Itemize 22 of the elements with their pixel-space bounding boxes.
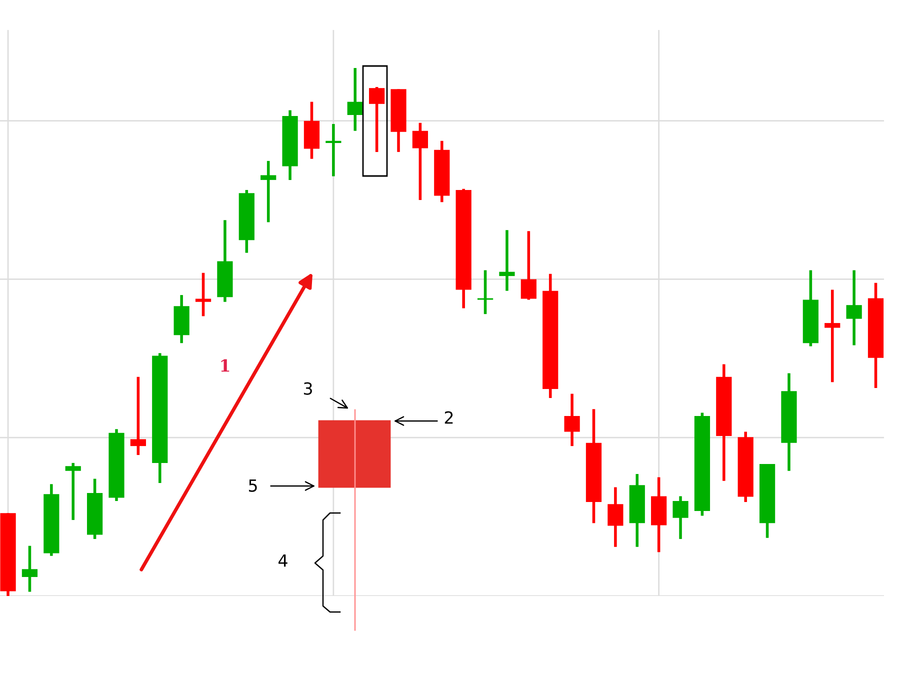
candlestick — [347, 66, 363, 132]
candlestick — [326, 122, 342, 178]
candlestick — [846, 268, 862, 347]
candlestick — [672, 494, 688, 540]
candlestick — [477, 268, 494, 316]
candlestick — [195, 271, 212, 318]
candlestick — [130, 375, 146, 456]
annotation: 4 — [278, 554, 288, 567]
annotation: 3 — [304, 382, 312, 395]
candlestick — [608, 486, 624, 548]
candlestick — [499, 228, 515, 292]
annotation: 1 — [221, 359, 230, 372]
candlestick — [369, 86, 385, 154]
annotation: 5 — [248, 479, 257, 492]
candlestick — [564, 392, 580, 448]
candlestick — [412, 122, 428, 202]
candlestick — [824, 288, 840, 384]
candlestick — [520, 230, 536, 302]
annotation: 2 — [444, 411, 453, 424]
candlestick — [22, 544, 38, 594]
candlestick — [65, 462, 81, 522]
candlestick — [260, 160, 276, 224]
